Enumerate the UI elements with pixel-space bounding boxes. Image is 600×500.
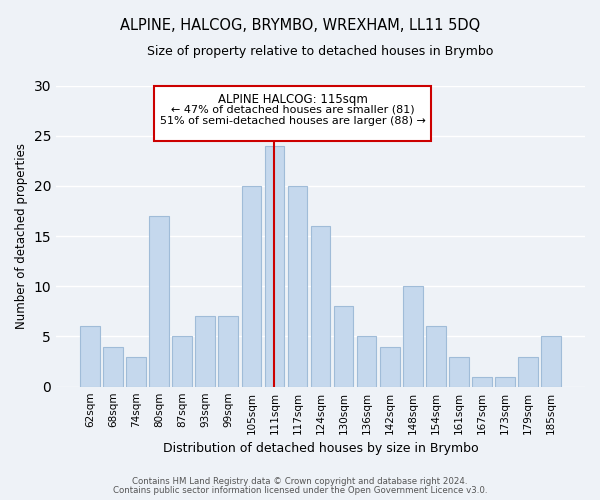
Bar [426, 326, 446, 386]
Text: ← 47% of detached houses are smaller (81): ← 47% of detached houses are smaller (81… [171, 104, 415, 115]
Bar [80, 326, 100, 386]
Bar [472, 376, 492, 386]
Bar [218, 316, 238, 386]
Bar [287, 186, 307, 386]
Bar [149, 216, 169, 386]
Bar [357, 336, 376, 386]
Y-axis label: Number of detached properties: Number of detached properties [15, 143, 28, 329]
Bar [334, 306, 353, 386]
Bar [518, 356, 538, 386]
Bar [196, 316, 215, 386]
Bar [311, 226, 331, 386]
Text: Contains public sector information licensed under the Open Government Licence v3: Contains public sector information licen… [113, 486, 487, 495]
Bar [242, 186, 261, 386]
Bar [103, 346, 123, 387]
FancyBboxPatch shape [154, 86, 431, 141]
Bar [495, 376, 515, 386]
Bar [541, 336, 561, 386]
Bar [172, 336, 192, 386]
Text: ALPINE HALCOG: 115sqm: ALPINE HALCOG: 115sqm [218, 92, 368, 106]
Bar [403, 286, 422, 386]
Bar [265, 146, 284, 386]
Bar [126, 356, 146, 386]
Text: 51% of semi-detached houses are larger (88) →: 51% of semi-detached houses are larger (… [160, 116, 426, 126]
Bar [380, 346, 400, 387]
Text: ALPINE, HALCOG, BRYMBO, WREXHAM, LL11 5DQ: ALPINE, HALCOG, BRYMBO, WREXHAM, LL11 5D… [120, 18, 480, 32]
Title: Size of property relative to detached houses in Brymbo: Size of property relative to detached ho… [148, 45, 494, 58]
Bar [449, 356, 469, 386]
X-axis label: Distribution of detached houses by size in Brymbo: Distribution of detached houses by size … [163, 442, 478, 455]
Text: Contains HM Land Registry data © Crown copyright and database right 2024.: Contains HM Land Registry data © Crown c… [132, 477, 468, 486]
